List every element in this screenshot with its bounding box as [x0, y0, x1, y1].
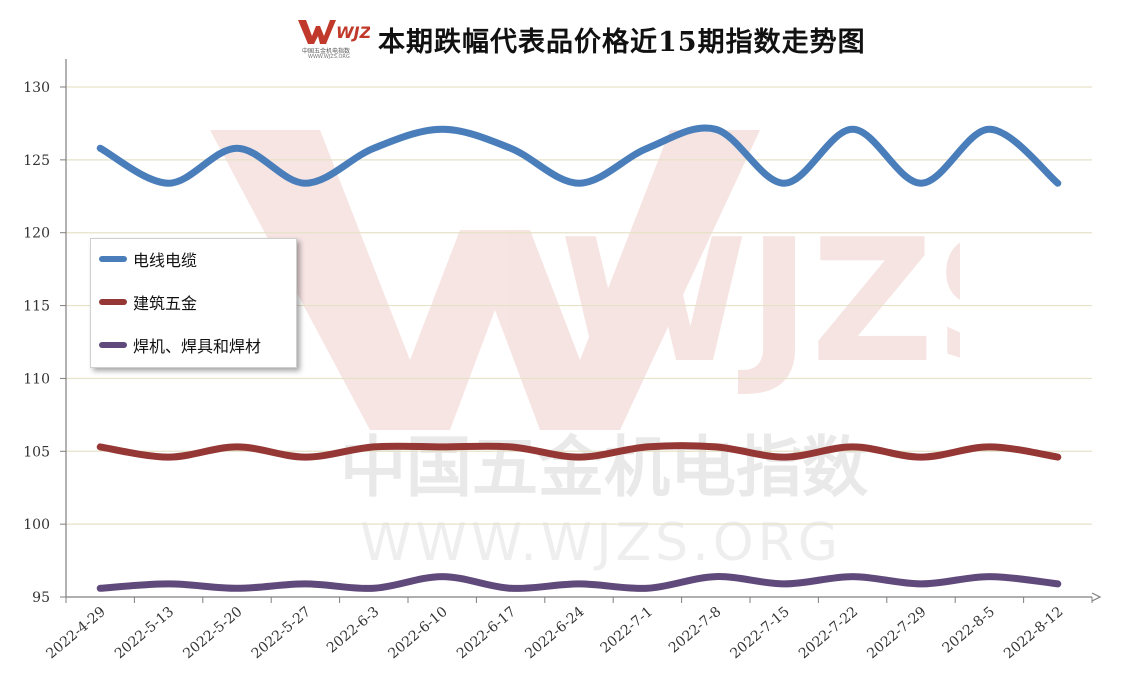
- x-axis-arrow: [1091, 592, 1102, 602]
- logo-subtitle: 中国五金机电指数: [302, 48, 351, 55]
- x-tick-label: 2022-8-12: [1001, 604, 1066, 662]
- x-tick-label: 2022-6-17: [454, 604, 519, 662]
- chart-legend: 电线电缆 建筑五金 焊机、焊具和焊材: [90, 238, 297, 368]
- logo-arrow-icon: WJZS: [298, 20, 383, 44]
- chart-title: 本期跌幅代表品价格近15期指数走势图: [378, 26, 866, 58]
- wjzs-logo: WJZS 中国五金机电指数 WWW.WJZS.ORG: [296, 16, 383, 62]
- y-tick-labels: 95 100 105 110 115 120 125 130: [23, 80, 50, 606]
- series-line: [96, 573, 1062, 592]
- x-tick-label: 2022-6-24: [522, 604, 587, 662]
- y-tick-label: 100: [23, 517, 50, 533]
- x-tick-label: 2022-4-29: [43, 604, 108, 662]
- y-tick-label: 110: [23, 371, 50, 387]
- legend-swatch: [99, 256, 127, 262]
- x-tick-label: 2022-5-20: [180, 604, 245, 662]
- chart-header: WJZS 中国五金机电指数 WWW.WJZS.ORG 本期跌幅代表品价格近15期…: [296, 14, 866, 64]
- x-tick-label: 2022-5-13: [112, 604, 177, 662]
- legend-label: 电线电缆: [133, 251, 198, 270]
- logo-text: WJZS: [336, 23, 370, 42]
- logo-url: WWW.WJZS.ORG: [308, 54, 350, 60]
- legend-swatch: [99, 299, 127, 305]
- x-tick-label: 2022-8-5: [939, 604, 997, 657]
- y-tick-label: 115: [23, 299, 50, 315]
- legend-item: 焊机、焊具和焊材: [99, 333, 261, 357]
- y-tick-label: 95: [32, 590, 50, 606]
- legend-item: 建筑五金: [99, 290, 197, 314]
- x-tick-label: 2022-7-1: [597, 604, 655, 657]
- y-tick-label: 125: [23, 153, 50, 169]
- x-tick-label: 2022-6-3: [324, 604, 382, 657]
- x-tick-label: 2022-7-29: [864, 604, 929, 662]
- legend-item: 电线电缆: [99, 247, 197, 271]
- axes: [60, 59, 1102, 603]
- x-tick-label: 2022-7-15: [727, 604, 792, 662]
- x-tick-label: 2022-5-27: [249, 604, 314, 662]
- legend-swatch: [99, 342, 127, 348]
- legend-label: 建筑五金: [133, 294, 198, 313]
- x-tick-label: 2022-6-10: [385, 604, 450, 662]
- legend-label: 焊机、焊具和焊材: [133, 337, 262, 356]
- y-tick-label: 130: [23, 80, 50, 96]
- series-lines: [96, 124, 1062, 592]
- series-line: [96, 124, 1062, 187]
- y-tick-label: 105: [23, 444, 50, 460]
- x-tick-label: 2022-7-22: [796, 604, 861, 662]
- x-tick-label: 2022-7-8: [666, 604, 724, 657]
- x-tick-labels: 2022-4-29 2022-5-13 2022-5-20 2022-5-27 2022…: [43, 604, 1066, 662]
- y-tick-label: 120: [23, 226, 50, 242]
